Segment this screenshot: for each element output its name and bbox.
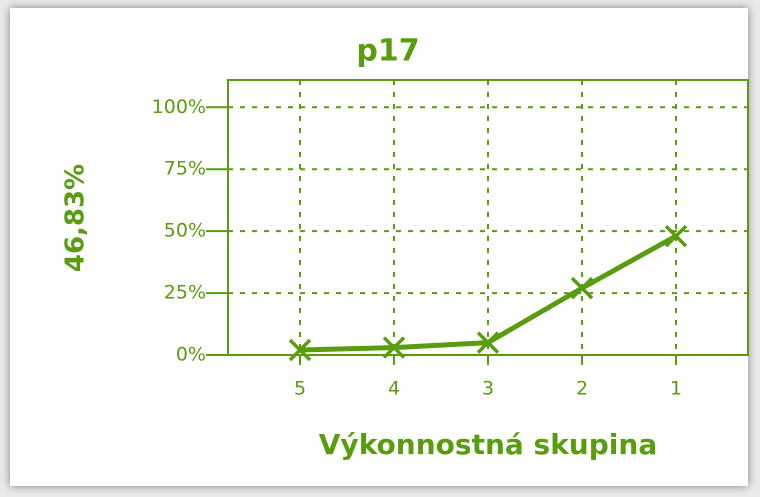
x-tick-label: 1: [670, 378, 682, 400]
plot-area: [227, 79, 749, 356]
y-axis-label: 46,83%: [61, 164, 91, 272]
card: [10, 8, 748, 486]
chart-title: p17: [356, 34, 419, 69]
marker: [288, 338, 312, 362]
marker: [570, 276, 594, 300]
y-tick-label: 75%: [164, 158, 206, 180]
x-axis-label: Výkonnostná skupina: [319, 428, 657, 461]
x-tick-label: 5: [294, 378, 306, 400]
y-tick-label: 100%: [152, 96, 206, 118]
x-tick-label: 3: [482, 378, 494, 400]
y-tick-label: 50%: [164, 220, 206, 242]
x-tick-label: 2: [576, 378, 588, 400]
marker: [664, 224, 688, 248]
x-tick-label: 4: [388, 378, 400, 400]
y-tick-label: 0%: [176, 344, 206, 366]
marker: [382, 336, 406, 359]
y-tick-label: 25%: [164, 282, 206, 304]
marker: [476, 331, 500, 354]
